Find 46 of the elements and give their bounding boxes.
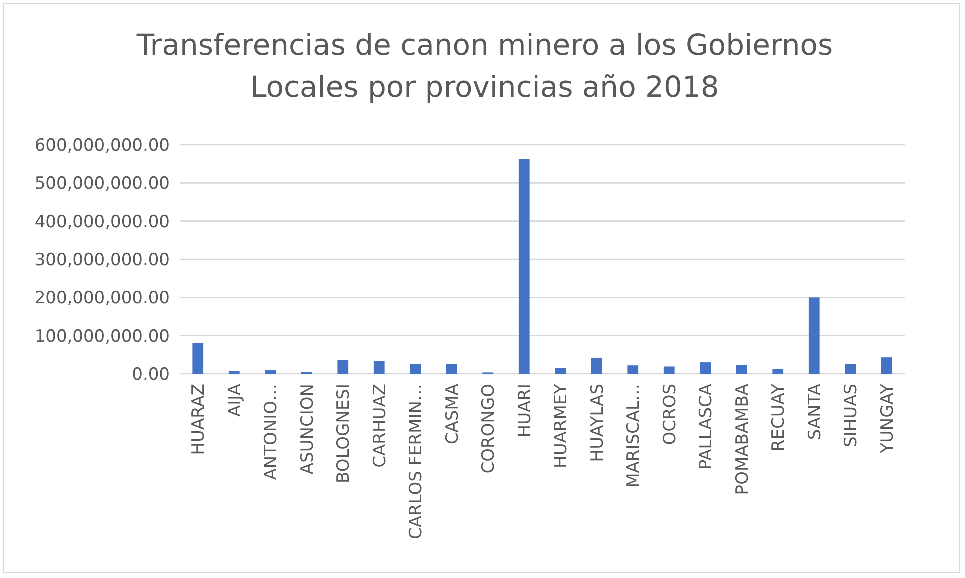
- bar: [700, 362, 712, 374]
- bar: [591, 358, 602, 374]
- x-tick-label: HUARI: [515, 384, 536, 438]
- x-tick-label: SIHUAS: [842, 384, 862, 448]
- y-tick-label: 0.00: [132, 364, 170, 385]
- bar: [772, 369, 784, 374]
- bar: [374, 361, 385, 374]
- y-tick-label: 600,000,000.00: [34, 136, 170, 156]
- x-tick-label: RECUAY: [769, 383, 790, 452]
- x-tick-label: ASUNCION: [298, 384, 318, 475]
- bar: [446, 364, 458, 374]
- x-tick-label: MARISCAL…: [624, 384, 644, 488]
- bar: [410, 364, 422, 374]
- y-tick-label: 400,000,000.00: [34, 212, 170, 232]
- x-tick-label: BOLOGNESI: [334, 384, 354, 484]
- y-tick-label: 300,000,000.00: [34, 250, 170, 270]
- x-tick-label: YUNGAY: [878, 383, 898, 454]
- x-tick-label: HUAYLAS: [588, 384, 608, 462]
- bar: [555, 368, 566, 374]
- x-tick-label: CARLOS FERMIN…: [406, 384, 427, 540]
- bar: [518, 160, 530, 374]
- chart-title: Transferencias de canon minero a los Gobiernos Locales por provincias año 2018: [136, 28, 834, 104]
- bar: [338, 360, 349, 374]
- bar: [228, 371, 240, 374]
- bar: [845, 364, 856, 374]
- bar: [808, 298, 820, 374]
- y-tick-label: 200,000,000.00: [34, 288, 170, 309]
- x-tick-label: SANTA: [805, 384, 826, 440]
- bar: [736, 365, 748, 374]
- x-tick-label: OCROS: [660, 384, 680, 446]
- x-tick-label: CASMA: [442, 384, 463, 445]
- x-tick-label: AIJA: [225, 384, 246, 417]
- y-tick-label: 100,000,000.00: [34, 326, 170, 347]
- x-tick-label: ANTONIO…: [262, 384, 282, 480]
- x-tick-label: PALLASCA: [696, 384, 717, 470]
- bar: [881, 358, 892, 374]
- bar: [192, 343, 204, 374]
- x-tick-label: POMABAMBA: [732, 384, 753, 496]
- x-tick-label: CARHUAZ: [370, 384, 390, 468]
- bar: [628, 366, 639, 374]
- bar: [664, 366, 675, 374]
- y-tick-label: 500,000,000.00: [34, 174, 170, 194]
- x-tick-label: HUARMEY: [552, 383, 572, 468]
- x-tick-label: HUARAZ: [189, 384, 210, 456]
- bar: [265, 370, 276, 374]
- x-tick-label: CORONGO: [479, 384, 500, 474]
